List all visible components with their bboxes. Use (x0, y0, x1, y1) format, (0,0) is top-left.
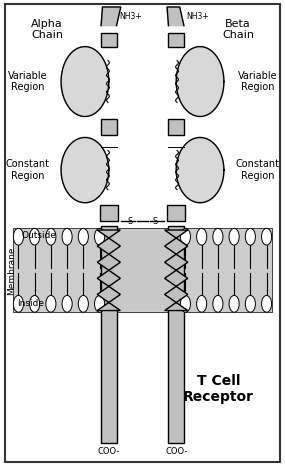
Bar (114, 231, 171, 310)
Circle shape (62, 228, 72, 245)
Circle shape (180, 228, 190, 245)
Bar (167, 205, 186, 221)
Polygon shape (61, 47, 109, 116)
Circle shape (245, 295, 255, 312)
Text: NH3+: NH3+ (187, 12, 209, 21)
Polygon shape (165, 230, 188, 310)
Text: Inside: Inside (17, 299, 44, 308)
Circle shape (229, 228, 239, 245)
Polygon shape (97, 230, 120, 310)
Polygon shape (101, 7, 121, 26)
Circle shape (30, 228, 40, 245)
Text: Membrane: Membrane (7, 246, 17, 295)
Circle shape (46, 295, 56, 312)
Circle shape (95, 228, 105, 245)
Circle shape (180, 295, 190, 312)
Text: Variable
Region: Variable Region (8, 71, 47, 92)
Circle shape (213, 295, 223, 312)
Text: T Cell
Receptor: T Cell Receptor (183, 374, 254, 404)
Circle shape (13, 295, 23, 312)
Text: COO-: COO- (98, 447, 120, 456)
Bar (168, 33, 184, 47)
Polygon shape (176, 47, 224, 116)
Bar (13, 228, 272, 312)
Polygon shape (176, 137, 224, 203)
Text: Alpha
Chain: Alpha Chain (31, 19, 63, 40)
Circle shape (46, 228, 56, 245)
Circle shape (78, 228, 88, 245)
Circle shape (262, 228, 272, 245)
Bar (99, 205, 118, 221)
Text: COO-: COO- (165, 447, 187, 456)
Circle shape (245, 228, 255, 245)
Bar (101, 119, 117, 135)
Circle shape (62, 295, 72, 312)
Text: Constant
Region: Constant Region (236, 159, 280, 181)
Polygon shape (167, 7, 184, 26)
Text: Variable
Region: Variable Region (238, 71, 277, 92)
Circle shape (197, 228, 207, 245)
Bar (168, 226, 184, 443)
Circle shape (229, 295, 239, 312)
Text: S: S (127, 217, 133, 226)
Circle shape (13, 228, 23, 245)
Circle shape (213, 228, 223, 245)
Circle shape (262, 295, 272, 312)
Bar (168, 119, 184, 135)
Circle shape (78, 295, 88, 312)
Circle shape (30, 295, 40, 312)
Bar (101, 33, 117, 47)
Circle shape (95, 295, 105, 312)
Text: Constant
Region: Constant Region (5, 159, 49, 181)
Text: Beta
Chain: Beta Chain (222, 19, 254, 40)
Text: Outside: Outside (21, 231, 56, 240)
Text: S: S (152, 217, 158, 226)
Circle shape (197, 295, 207, 312)
Bar (101, 226, 117, 443)
Polygon shape (61, 137, 109, 203)
Text: NH3+: NH3+ (119, 12, 142, 21)
